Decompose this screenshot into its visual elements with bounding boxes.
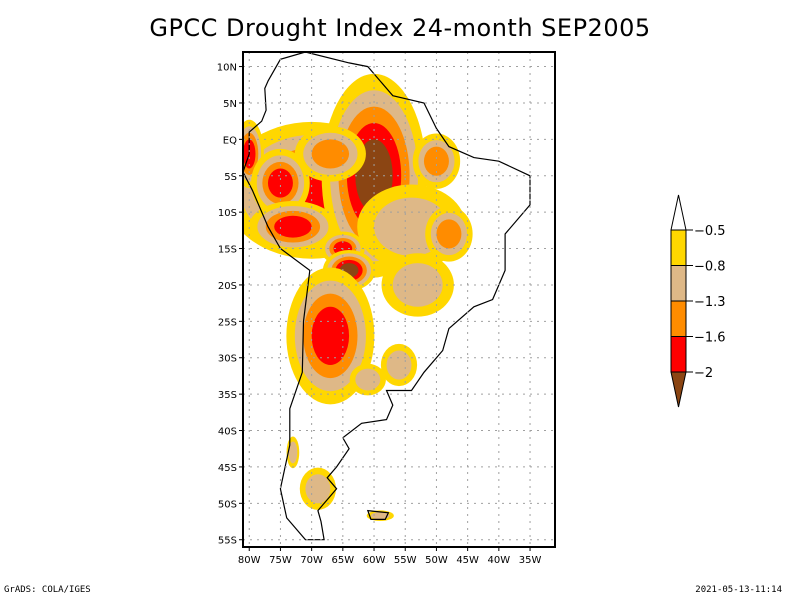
region-mato-grosso-sul <box>381 253 454 317</box>
y-tick-label: 40S <box>218 427 237 438</box>
x-tick-label: 45W <box>456 555 479 566</box>
falklands-outline <box>366 509 390 520</box>
drought-regions <box>243 73 473 521</box>
x-tick-label: 65W <box>332 555 355 566</box>
y-tick-label: 5N <box>223 99 237 110</box>
region-uruguay <box>380 343 418 387</box>
region-upper-amazon <box>294 126 366 182</box>
y-tick-label: 35S <box>218 390 237 401</box>
x-tick-label: 40W <box>488 555 511 566</box>
region-goias <box>425 206 473 262</box>
footer-timestamp: 2021-05-13-11:14 <box>695 585 782 595</box>
y-tick-label: 30S <box>218 354 237 365</box>
region-level-2 <box>392 263 443 307</box>
colorbar-label: −2 <box>694 366 713 381</box>
chart-title: GPCC Drought Index 24-month SEP2005 <box>149 14 651 42</box>
region-level-2 <box>386 350 412 380</box>
y-tick-label: 20S <box>218 281 237 292</box>
region-level-3 <box>311 139 350 169</box>
x-tick-label: 75W <box>269 555 292 566</box>
y-tick-label: 55S <box>218 536 237 547</box>
y-tick-label: 25S <box>218 317 237 328</box>
region-level-4 <box>274 215 312 238</box>
x-tick-label: 80W <box>238 555 261 566</box>
colorbar: −0.5 −0.8 −1.3 −1.6 −2 <box>670 194 726 408</box>
y-tick-label: 45S <box>218 463 237 474</box>
y-tick-label: 50S <box>218 499 237 510</box>
y-tick-label: EQ <box>223 135 237 146</box>
region-buenos-aires <box>349 363 386 396</box>
colorbar-swatch <box>670 336 687 373</box>
region-level-2 <box>305 474 331 504</box>
x-tick-label: 50W <box>425 555 448 566</box>
colorbar-swatch <box>670 229 687 266</box>
region-north-peru <box>251 148 310 218</box>
y-tick-label: 15S <box>218 245 237 256</box>
y-tick-label: 5S <box>224 172 237 183</box>
x-tick-label: 55W <box>394 555 417 566</box>
region-para-brazil <box>412 133 461 189</box>
colorbar-swatch-below <box>670 371 687 408</box>
x-tick-label: 35W <box>519 555 542 566</box>
x-tick-label: 60W <box>363 555 386 566</box>
region-level-2 <box>288 441 298 464</box>
region-level-2 <box>355 368 381 391</box>
x-tick-label: 70W <box>300 555 323 566</box>
region-level-4 <box>311 306 350 366</box>
grid-lines <box>243 52 555 547</box>
colorbar-label: −0.5 <box>694 224 726 239</box>
y-tick-label: 10N <box>217 63 237 74</box>
y-axis: 10N 5N EQ 5S 10S 15S 20S 25S 30S 35S 40S 45S 50S 55S <box>217 63 243 547</box>
colorbar-label: −1.3 <box>694 295 726 310</box>
colorbar-swatch-above <box>670 194 687 231</box>
region-south-peru <box>248 201 337 253</box>
colorbar-label: −1.6 <box>694 331 726 346</box>
region-level-3 <box>423 146 449 176</box>
region-level-3 <box>436 219 462 249</box>
colorbar-label: −0.8 <box>694 260 726 275</box>
x-axis: 80W 75W 70W 65W 60W 55W 50W 45W 40W 35W <box>238 547 542 566</box>
map-frame <box>242 51 556 548</box>
y-tick-label: 10S <box>218 208 237 219</box>
region-level-2 <box>370 512 390 520</box>
colorbar-swatch <box>670 265 687 302</box>
region-nw-argentina <box>286 267 375 405</box>
colorbar-swatch <box>670 300 687 337</box>
footer-credit: GrADS: COLA/IGES <box>4 585 91 595</box>
